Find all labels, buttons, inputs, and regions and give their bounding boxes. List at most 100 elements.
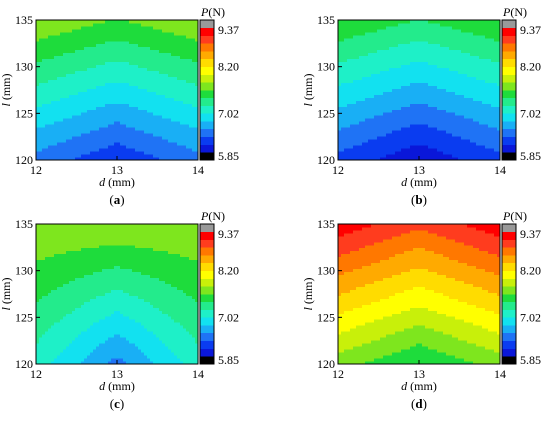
contour-cell (338, 130, 341, 133)
contour-cell (359, 103, 362, 106)
contour-cell (473, 145, 476, 148)
contour-cell (36, 32, 39, 35)
contour-cell (48, 68, 51, 71)
contour-cell (111, 154, 114, 157)
contour-cell (347, 47, 350, 50)
contour-cell (51, 74, 54, 77)
contour-cell (476, 80, 479, 83)
contour-cell (48, 106, 51, 109)
contour-cell (431, 50, 434, 53)
contour-cell (108, 121, 111, 124)
contour-cell (72, 26, 75, 29)
contour-cell (452, 133, 455, 136)
contour-cell (461, 109, 464, 112)
contour-cell (428, 151, 431, 154)
contour-cell (347, 118, 350, 121)
contour-cell (183, 148, 186, 151)
contour-cell (368, 130, 371, 133)
contour-cell (470, 50, 473, 53)
contour-cell (138, 83, 141, 86)
contour-cell (428, 68, 431, 71)
contour-cell (362, 47, 365, 50)
contour-cell (449, 100, 452, 103)
contour-cell (407, 41, 410, 44)
contour-cell (446, 124, 449, 127)
contour-cell (404, 86, 407, 89)
contour-cell (356, 130, 359, 133)
contour-cell (171, 151, 174, 154)
contour-cell (57, 97, 60, 100)
contour-cell (437, 148, 440, 151)
contour-cell (165, 77, 168, 80)
contour-cell (446, 145, 449, 148)
contour-cell (377, 74, 380, 77)
contour-cell (156, 77, 159, 80)
contour-cell (428, 100, 431, 103)
contour-cell (144, 151, 147, 154)
contour-cell (177, 100, 180, 103)
contour-cell (69, 106, 72, 109)
contour-cell (356, 62, 359, 65)
contour-cell (449, 83, 452, 86)
contour-cell (416, 148, 419, 151)
contour-cell (63, 80, 66, 83)
contour-cell (105, 74, 108, 77)
contour-cell (99, 115, 102, 118)
contour-cell (455, 20, 458, 23)
contour-cell (389, 47, 392, 50)
contour-cell (419, 35, 422, 38)
contour-cell (395, 124, 398, 127)
contour-cell (108, 38, 111, 41)
contour-cell (413, 130, 416, 133)
contour-cell (365, 59, 368, 62)
contour-cell (99, 35, 102, 38)
contour-cell (135, 133, 138, 136)
contour-cell (470, 121, 473, 124)
contour-cell (374, 103, 377, 106)
contour-cell (129, 56, 132, 59)
contour-cell (87, 23, 90, 26)
contour-cell (69, 35, 72, 38)
contour-cell (398, 121, 401, 124)
contour-cell (413, 121, 416, 124)
contour-cell (78, 83, 81, 86)
contour-cell (141, 112, 144, 115)
contour-cell (440, 26, 443, 29)
contour-cell (42, 151, 45, 154)
contour-cell (410, 20, 413, 23)
contour-cell (356, 47, 359, 50)
contour-cell (434, 89, 437, 92)
contour-cell (425, 83, 428, 86)
contour-cell (428, 29, 431, 32)
contour-cell (410, 121, 413, 124)
contour-cell (485, 86, 488, 89)
contour-cell (96, 145, 99, 148)
contour-cell (422, 41, 425, 44)
contour-cell (81, 77, 84, 80)
contour-cell (461, 106, 464, 109)
contour-cell (464, 35, 467, 38)
contour-cell (48, 29, 51, 32)
contour-cell (114, 68, 117, 71)
contour-cell (69, 118, 72, 121)
contour-cell (147, 20, 150, 23)
contour-cell (452, 121, 455, 124)
contour-cell (398, 71, 401, 74)
contour-cell (407, 29, 410, 32)
contour-cell (39, 50, 42, 53)
contour-cell (96, 65, 99, 68)
contour-cell (380, 109, 383, 112)
contour-cell (102, 139, 105, 142)
contour-cell (419, 62, 422, 65)
colorbar-segment (200, 144, 214, 152)
contour-cell (42, 26, 45, 29)
contour-cell (368, 142, 371, 145)
contour-cell (461, 59, 464, 62)
contour-cell (162, 112, 165, 115)
contour-cell (341, 130, 344, 133)
contour-cell (353, 133, 356, 136)
contour-cell (452, 26, 455, 29)
contour-cell (57, 136, 60, 139)
contour-cell (189, 89, 192, 92)
contour-cell (413, 71, 416, 74)
